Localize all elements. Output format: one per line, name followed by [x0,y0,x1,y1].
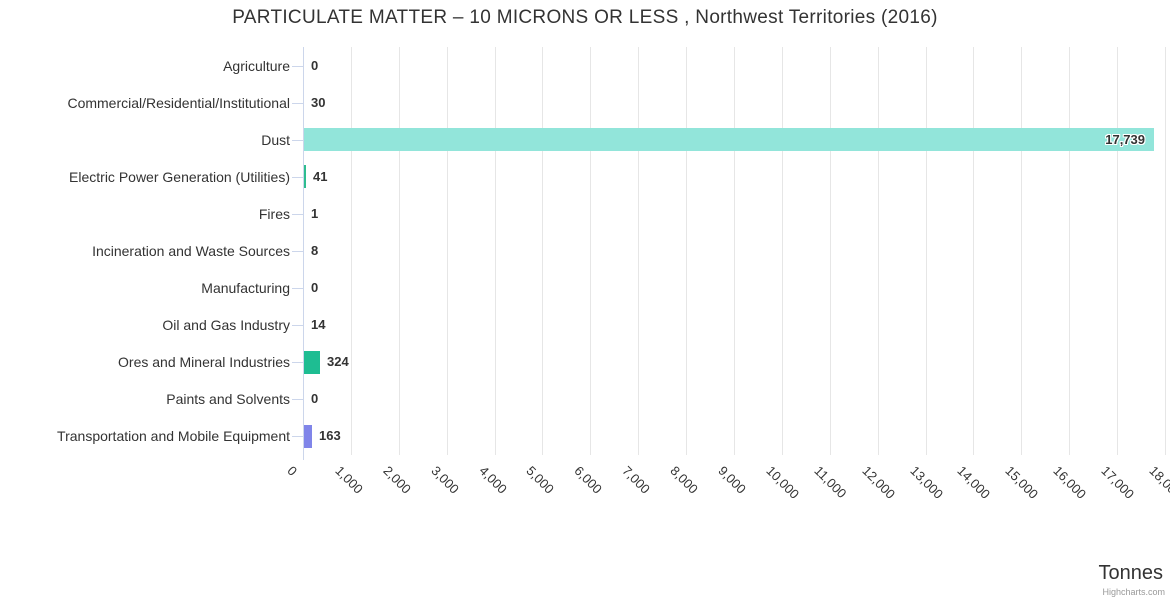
x-gridline [590,47,592,455]
category-axis-tick [292,362,303,363]
x-axis-tick-label: 14,000 [954,463,994,502]
bar-value-label: 0 [311,57,319,73]
bar-value-label: 1 [311,205,319,221]
x-axis-tick-label: 11,000 [811,463,850,502]
category-axis-tick [292,251,303,252]
x-axis-tick-label: 17,000 [1098,463,1138,502]
category-label: Agriculture [223,57,290,74]
x-gridline [877,47,879,455]
category-axis-tick [292,399,303,400]
category-label: Ores and Mineral Industries [118,354,290,371]
x-axis-tick-label: 6,000 [571,463,606,497]
bar-value-label: 41 [313,168,328,184]
category-axis-tick [292,288,303,289]
x-axis-tick-label: 2,000 [380,463,414,497]
bar-transportation-and-mobile-equipment[interactable] [304,424,312,448]
x-axis-tick-label: 1,000 [332,463,366,497]
x-gridline [542,47,544,455]
category-label: Oil and Gas Industry [162,317,290,334]
category-label: Electric Power Generation (Utilities) [69,168,290,185]
x-gridline [973,47,975,455]
category-label: Fires [258,205,290,222]
category-axis-tick [292,177,303,178]
category-label: Transportation and Mobile Equipment [57,428,290,445]
category-axis-tick [292,325,303,326]
bar-value-label: 0 [311,280,319,296]
bar-value-label: 17,739 [1105,131,1145,147]
x-axis-tick-label: 10,000 [763,463,802,502]
category-axis-tick [292,140,303,141]
x-gridline [1117,47,1119,455]
category-axis-tick [292,436,303,437]
x-axis-tick-label: 3,000 [428,463,462,497]
category-axis-tick [292,214,303,215]
bar-value-label: 324 [327,354,349,370]
chart-title: PARTICULATE MATTER – 10 MICRONS OR LESS … [232,7,938,28]
x-gridline [446,47,448,455]
x-gridline [1165,47,1166,455]
x-axis-tick-label: 8,000 [667,463,702,497]
x-axis-tick-label: 15,000 [1002,463,1042,502]
bar-dust[interactable] [304,128,1154,152]
x-axis-tick-label: 0 [284,463,301,479]
category-axis-tick [292,66,303,67]
bar-value-label: 8 [311,243,319,258]
x-axis-tick-label: 13,000 [906,463,946,502]
category-label: Manufacturing [201,280,290,297]
x-gridline [494,47,496,455]
x-axis-tick-label: 7,000 [619,463,654,497]
x-gridline [781,47,783,455]
bar-value-label: 0 [311,391,319,407]
x-gridline [734,47,735,455]
x-gridline [350,47,352,455]
x-axis-tick-label: 16,000 [1050,463,1090,502]
x-gridline [1021,47,1023,455]
x-gridline [1069,47,1071,455]
x-axis-tick-label: 18,000 [1146,463,1170,502]
x-axis-tick-label: 4,000 [475,463,510,497]
x-gridline [925,47,927,455]
bar-value-label: 30 [311,94,326,110]
xaxis-title: Tonnes [1098,562,1164,584]
x-gridline [638,47,640,455]
x-axis-tick-label: 9,000 [715,463,750,497]
category-axis-tick [292,103,303,104]
category-axis-line [303,47,304,460]
category-label: Dust [261,131,290,148]
bar-value-label: 14 [311,317,326,333]
x-axis-tick-label: 12,000 [859,463,898,502]
x-gridline [829,47,831,455]
bar-ores-and-mineral-industries[interactable] [304,350,320,374]
highcharts-credits-link[interactable]: Highcharts.com [1102,587,1165,597]
bar-value-label: 163 [319,428,341,444]
category-label: Incineration and Waste Sources [92,243,290,259]
x-gridline [398,47,400,455]
category-label: Commercial/Residential/Institutional [67,94,290,111]
category-label: Paints and Solvents [166,391,290,408]
bar-electric-power-generation-utilities-[interactable] [304,165,306,189]
x-gridline [686,47,688,455]
x-axis-tick-label: 5,000 [523,463,558,497]
